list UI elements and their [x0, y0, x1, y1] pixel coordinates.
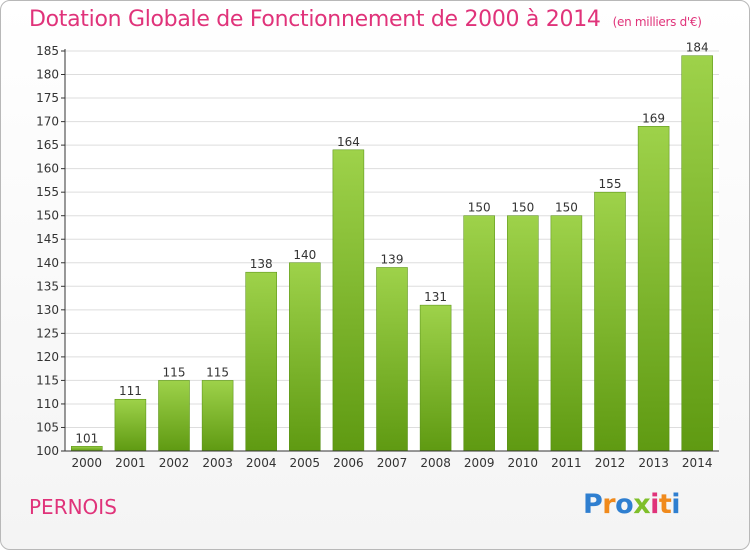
- chart-title-text: Dotation Globale de Fonctionnement de 20…: [29, 7, 601, 32]
- data-label-2013: 169: [642, 111, 665, 125]
- logo-letter: r: [602, 489, 616, 520]
- data-label-2002: 115: [163, 365, 186, 379]
- bar-2003: [201, 380, 234, 452]
- x-tick-label-2012: 2012: [595, 456, 626, 470]
- chart-subtitle: (en milliers d'€): [612, 15, 702, 29]
- x-tick-label-2010: 2010: [508, 456, 539, 470]
- data-label-2001: 111: [119, 384, 142, 398]
- logo-letter: i: [671, 489, 681, 520]
- y-tick-label: 180: [36, 68, 59, 82]
- data-label-2000: 101: [75, 431, 98, 445]
- bar-2012: [594, 191, 626, 452]
- x-tick-label-2007: 2007: [377, 456, 408, 470]
- bar-2011: [550, 215, 583, 452]
- bar-2009: [463, 215, 495, 452]
- y-tick-label: 140: [36, 256, 59, 270]
- bar-2002: [158, 380, 190, 452]
- data-label-2008: 131: [424, 290, 447, 304]
- bar-2000: [71, 446, 103, 452]
- bar-2004: [245, 271, 277, 452]
- x-tick-label-2014: 2014: [682, 456, 713, 470]
- logo-letter: t: [658, 489, 672, 520]
- y-tick-label: 125: [36, 326, 59, 340]
- x-tick-label-2006: 2006: [333, 456, 364, 470]
- data-label-2009: 150: [468, 201, 491, 215]
- y-tick-label: 145: [36, 232, 59, 246]
- bar-2008: [419, 304, 452, 452]
- bar-2013: [637, 126, 670, 452]
- y-tick-label: 135: [36, 279, 59, 293]
- y-tick-label: 185: [36, 44, 59, 58]
- data-label-2010: 150: [511, 201, 534, 215]
- proxiti-logo: Proxiti: [583, 489, 681, 520]
- x-tick-label-2002: 2002: [159, 456, 190, 470]
- bar-2010: [507, 215, 539, 452]
- x-tick-label-2009: 2009: [464, 456, 495, 470]
- x-tick-label-2000: 2000: [72, 456, 103, 470]
- bar-2006: [332, 149, 365, 452]
- y-tick-label: 130: [36, 303, 59, 317]
- y-tick-label: 105: [36, 420, 59, 434]
- y-tick-label: 150: [36, 209, 59, 223]
- x-tick-label-2004: 2004: [246, 456, 277, 470]
- y-tick-label: 110: [36, 397, 59, 411]
- y-tick-label: 120: [36, 350, 59, 364]
- chart-title: Dotation Globale de Fonctionnement de 20…: [29, 7, 702, 32]
- data-label-2003: 115: [206, 365, 229, 379]
- bar-2001: [114, 398, 147, 452]
- bar-2005: [289, 262, 321, 452]
- axis-layer: 100 105 110 115 120 125 130 135 140 145 150 155 160 1…: [36, 44, 719, 470]
- y-tick-label: 115: [36, 373, 59, 387]
- logo-letter: x: [633, 489, 651, 520]
- bar-layer: 101 111 115 115 138 140 164 139 131 150 150 150 155 1…: [71, 41, 713, 452]
- x-tick-label-2001: 2001: [115, 456, 146, 470]
- data-label-2014: 184: [686, 41, 709, 55]
- data-label-2005: 140: [293, 248, 316, 262]
- data-label-2011: 150: [555, 201, 578, 215]
- y-tick-label: 175: [36, 91, 59, 105]
- y-tick-label: 170: [36, 115, 59, 129]
- x-tick-label-2011: 2011: [551, 456, 582, 470]
- y-tick-label: 155: [36, 185, 59, 199]
- data-label-2004: 138: [250, 257, 273, 271]
- data-label-2012: 155: [599, 177, 622, 191]
- y-tick-label: 160: [36, 162, 59, 176]
- y-tick-label: 165: [36, 138, 59, 152]
- x-tick-label-2013: 2013: [638, 456, 669, 470]
- logo-letter: i: [650, 489, 659, 520]
- x-tick-label-2008: 2008: [420, 456, 451, 470]
- logo-letter: P: [583, 489, 603, 520]
- bar-2007: [376, 267, 408, 452]
- x-tick-label-2003: 2003: [202, 456, 233, 470]
- logo-letter: o: [615, 489, 634, 520]
- x-tick-label-2005: 2005: [290, 456, 321, 470]
- bar-2014: [681, 55, 713, 452]
- commune-name: PERNOIS: [29, 495, 117, 519]
- data-label-2007: 139: [381, 252, 404, 266]
- y-tick-label: 100: [36, 444, 59, 458]
- data-label-2006: 164: [337, 135, 360, 149]
